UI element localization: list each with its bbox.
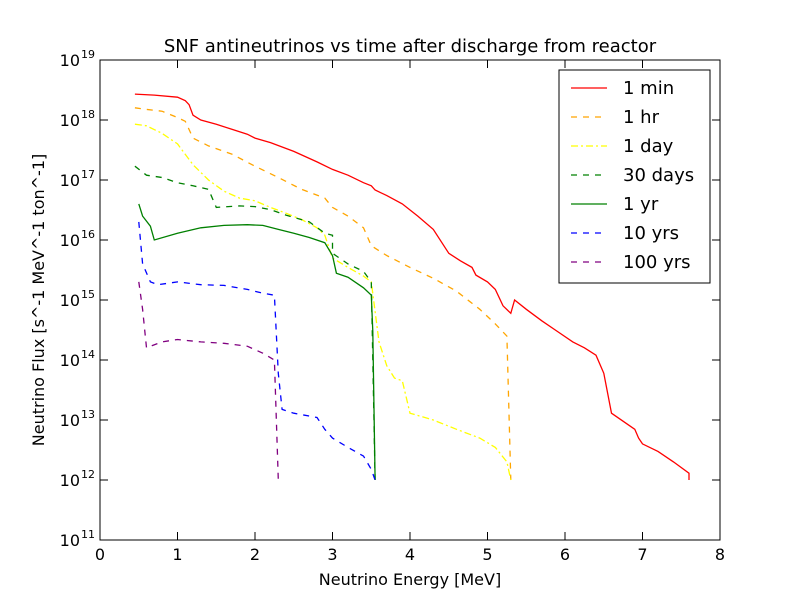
y-tick-label: 10 bbox=[60, 171, 80, 190]
y-tick-exponent: 16 bbox=[81, 228, 95, 241]
y-tick-exponent: 17 bbox=[81, 168, 95, 181]
y-tick-exponent: 13 bbox=[81, 408, 95, 421]
y-tick-label: 10 bbox=[60, 51, 80, 70]
y-tick-exponent: 15 bbox=[81, 288, 95, 301]
y-tick-exponent: 19 bbox=[81, 48, 95, 61]
x-tick-label: 2 bbox=[250, 545, 260, 564]
series-line-2 bbox=[134, 123, 512, 481]
legend-label: 10 yrs bbox=[623, 223, 679, 244]
y-axis-label: Neutrino Flux [s^-1 MeV^-1 ton^-1] bbox=[29, 154, 48, 446]
legend-label: 1 yr bbox=[623, 194, 659, 215]
x-tick-label: 1 bbox=[172, 545, 182, 564]
legend-label: 1 hr bbox=[623, 107, 660, 128]
chart-title: SNF antineutrinos vs time after discharg… bbox=[164, 36, 657, 57]
y-tick-exponent: 14 bbox=[81, 348, 95, 361]
series-line-4 bbox=[138, 203, 376, 481]
y-tick-label: 10 bbox=[60, 471, 80, 490]
series-line-3 bbox=[134, 165, 376, 481]
y-tick-exponent: 18 bbox=[81, 108, 95, 121]
y-tick-label: 10 bbox=[60, 531, 80, 550]
y-tick-label: 10 bbox=[60, 411, 80, 430]
x-tick-label: 4 bbox=[405, 545, 415, 564]
legend-box bbox=[558, 69, 711, 284]
x-tick-label: 0 bbox=[95, 545, 105, 564]
series-line-6 bbox=[138, 281, 279, 481]
legend-label: 30 days bbox=[623, 165, 694, 186]
x-tick-label: 7 bbox=[637, 545, 647, 564]
x-tick-label: 5 bbox=[482, 545, 492, 564]
series-line-5 bbox=[138, 221, 376, 481]
series-line-0 bbox=[134, 93, 690, 480]
y-tick-label: 10 bbox=[60, 291, 80, 310]
y-tick-exponent: 12 bbox=[81, 468, 95, 481]
y-tick-label: 10 bbox=[60, 351, 80, 370]
x-tick-label: 6 bbox=[560, 545, 570, 564]
x-tick-label: 8 bbox=[715, 545, 725, 564]
series-line-1 bbox=[134, 107, 512, 481]
y-tick-exponent: 11 bbox=[81, 528, 95, 541]
legend-label: 100 yrs bbox=[623, 252, 691, 273]
legend-label: 1 min bbox=[623, 78, 674, 99]
series-layer bbox=[134, 93, 690, 481]
legend-label: 1 day bbox=[623, 136, 674, 157]
y-tick-label: 10 bbox=[60, 231, 80, 250]
plot-frame bbox=[99, 59, 721, 541]
x-tick-label: 3 bbox=[327, 545, 337, 564]
x-axis-label: Neutrino Energy [MeV] bbox=[319, 570, 501, 589]
y-tick-label: 10 bbox=[60, 111, 80, 130]
legend: 1 min 1 hr 1 day 30 days 1 yr 10 yrs 100 yrs bbox=[558, 69, 711, 284]
